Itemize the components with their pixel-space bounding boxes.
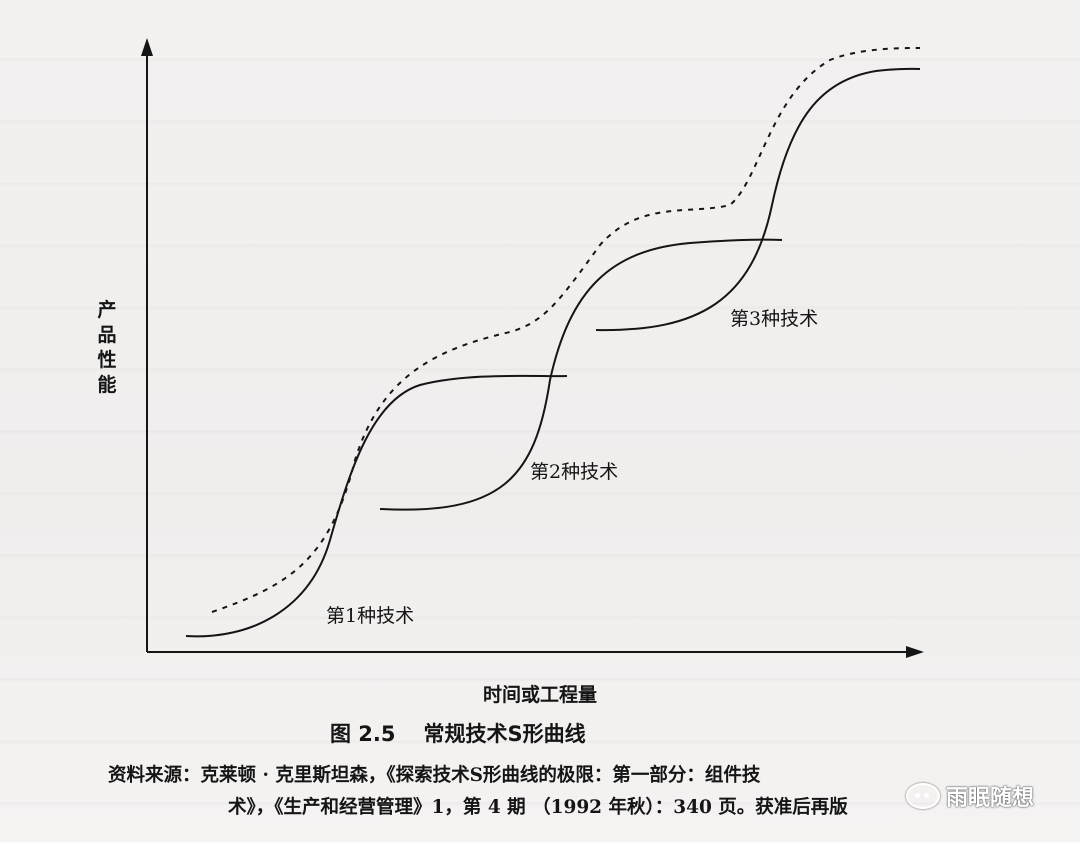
figure-title: 常规技术S形曲线 [423,722,586,746]
curve-technology-2 [379,238,783,511]
x-axis-label: 时间或工程量 [482,684,597,706]
watermark-text: 雨眠随想 [946,786,1035,811]
curve-technology-3 [595,67,921,332]
curve-label-technology-2: 第2种技术 [530,461,619,483]
source-citation: 资料来源：克莱顿 · 克里斯坦森，《探索技术S形曲线的极限：第一部分：组件技 术… [108,760,988,824]
source-line-2: 术》，《生产和经营管理》1，第 4 期 （1992 年秋）：340 页。获准后再… [228,797,848,818]
curve-label-technology-1: 第1种技术 [326,605,415,627]
x-axis-arrow [906,646,924,658]
curve-technology-1 [185,374,568,638]
chat-bubble-icon [906,783,940,809]
curve-label-technology-3: 第3种技术 [730,308,819,330]
figure-caption: 图 2.5 常规技术S形曲线 [330,718,750,748]
dashed-envelope-curve [211,47,921,613]
y-axis-label: 产品性能 [97,299,117,396]
figure-number: 图 2.5 [330,722,396,746]
watermark: 雨眠随想 [906,780,1034,812]
y-axis-arrow [141,38,153,56]
source-line-1: 资料来源：克莱顿 · 克里斯坦森，《探索技术S形曲线的极限：第一部分：组件技 [108,765,761,786]
